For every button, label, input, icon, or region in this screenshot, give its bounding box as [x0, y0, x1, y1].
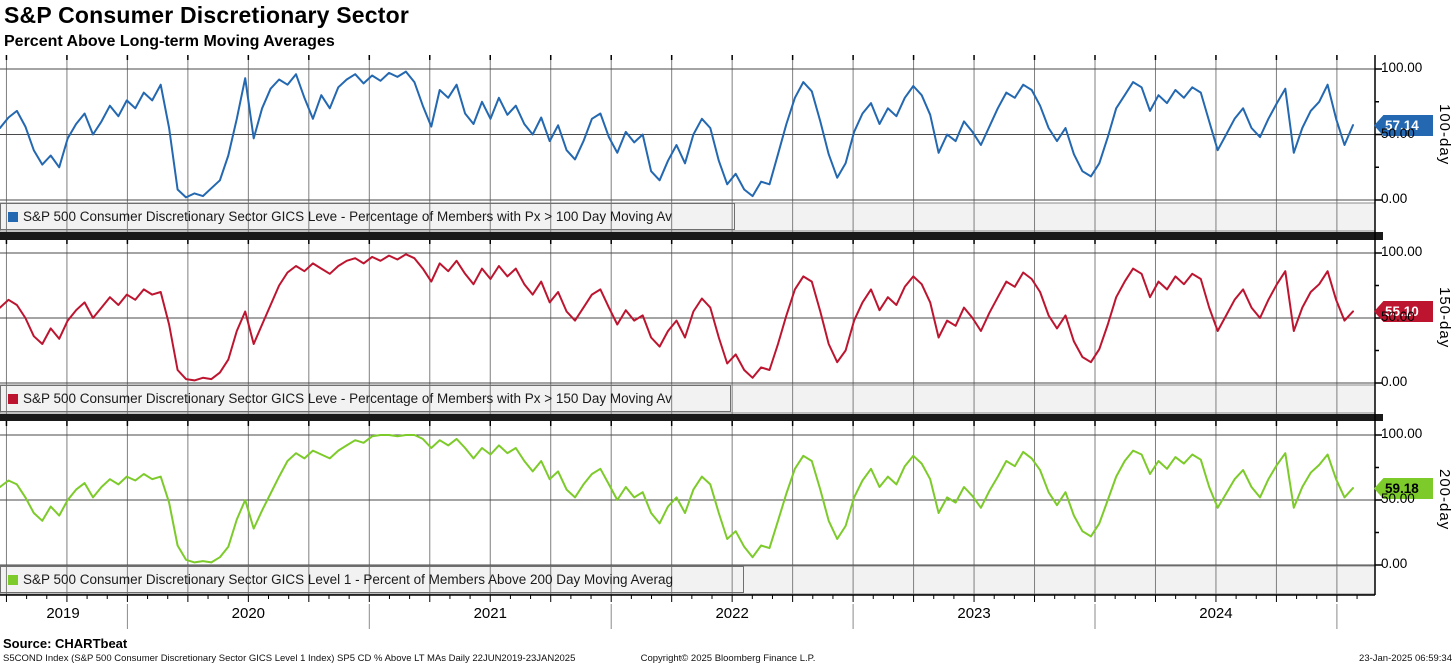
y-tick-label: 0.00: [1381, 556, 1408, 571]
last-value-tag-200-day: 59.18: [1374, 478, 1433, 499]
series-line-150-day: [0, 253, 1354, 382]
x-year-label: 2022: [715, 605, 749, 622]
legend-swatch-150-day-icon: [8, 393, 18, 404]
x-year-label: 2021: [473, 605, 507, 622]
y-tick-label: 100.00: [1381, 244, 1423, 259]
axis-label-150-day: 150-day: [1436, 287, 1453, 349]
page-title: S&P Consumer Discretionary Sector: [4, 2, 409, 28]
y-tick-label: 0.00: [1381, 191, 1408, 206]
legend-100-day: S&P 500 Consumer Discretionary Sector GI…: [0, 203, 735, 230]
legend-label-150-day: S&P 500 Consumer Discretionary Sector GI…: [23, 391, 672, 406]
y-tick-label: 50.00: [1381, 309, 1415, 324]
legend-swatch-200-day-icon: [8, 574, 18, 585]
last-value-tag-150-day: 55.10: [1374, 301, 1433, 322]
timestamp: 23-Jan-2025 06:59:34: [1359, 653, 1452, 664]
axis-label-100-day: 100-day: [1436, 104, 1453, 166]
panel-separator: [0, 414, 1383, 421]
legend-200-day: S&P 500 Consumer Discretionary Sector GI…: [0, 566, 744, 593]
x-year-label: 2023: [957, 605, 991, 622]
y-tick-label: 100.00: [1381, 426, 1423, 441]
legend-label-100-day: S&P 500 Consumer Discretionary Sector GI…: [23, 209, 672, 224]
axis-label-200-day: 200-day: [1436, 469, 1453, 531]
last-value-tag-100-day: 57.14: [1374, 115, 1433, 136]
y-tick-label: 50.00: [1381, 491, 1415, 506]
panel-separator: [0, 232, 1383, 240]
series-line-200-day: [0, 434, 1354, 564]
series-line-100-day: [0, 70, 1354, 199]
legend-band: [0, 202, 1376, 232]
legend-150-day: S&P 500 Consumer Discretionary Sector GI…: [0, 385, 731, 412]
source-label: Source: CHARTbeat: [3, 636, 128, 651]
ticker-info: S5COND Index (S&P 500 Consumer Discretio…: [3, 653, 576, 664]
y-tick-label: 0.00: [1381, 374, 1408, 389]
y-tick-label: 50.00: [1381, 125, 1415, 141]
x-year-label: 2019: [46, 605, 80, 622]
legend-label-200-day: S&P 500 Consumer Discretionary Sector GI…: [23, 572, 674, 587]
x-year-label: 2024: [1199, 605, 1233, 622]
page-subtitle: Percent Above Long-term Moving Averages: [4, 33, 335, 50]
y-tick-label: 100.00: [1381, 60, 1423, 75]
legend-band: [0, 565, 1376, 595]
x-year-label: 2020: [231, 605, 266, 622]
legend-band: [0, 384, 1376, 414]
copyright-notice: Copyright© 2025 Bloomberg Finance L.P.: [640, 653, 816, 664]
legend-swatch-100-day-icon: [8, 211, 18, 222]
